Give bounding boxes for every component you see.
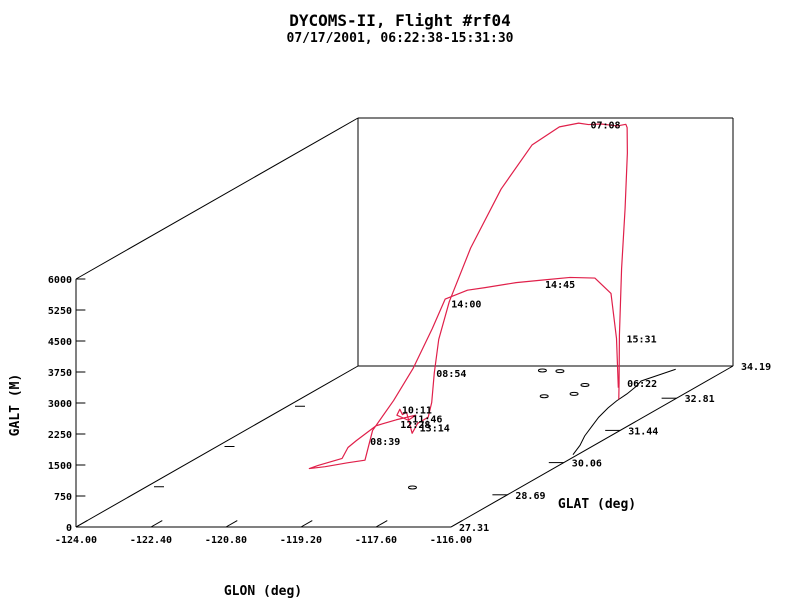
time-annotation: 06:22 <box>627 379 657 390</box>
x-tick-mark <box>375 520 388 528</box>
island-outline <box>539 394 549 399</box>
chart-subtitle: 07/17/2001, 06:22:38-15:31:30 <box>287 31 514 46</box>
y-tick-label: 30.06 <box>572 459 602 470</box>
flight-track-line <box>308 122 628 470</box>
flight-track-layer <box>308 122 628 470</box>
time-annotation: 07:08 <box>590 121 620 132</box>
time-annotation: 12:28 <box>400 420 430 431</box>
z-tick-label: 750 <box>54 492 72 503</box>
time-annotation: 14:45 <box>545 280 575 291</box>
coastline-layer <box>407 368 676 490</box>
y-tick-label: 27.31 <box>459 523 489 534</box>
time-annotation: 11:46 <box>412 414 442 425</box>
island-outline <box>537 368 547 373</box>
y-tick-label: 34.19 <box>741 362 771 373</box>
y-axis-label: GLAT (deg) <box>558 497 636 512</box>
x-tick-mark <box>75 520 88 528</box>
y-tick-label: 28.69 <box>515 491 545 502</box>
axes-box <box>75 117 734 528</box>
x-tick-label: -117.60 <box>355 535 397 546</box>
time-annotation: 08:54 <box>436 369 466 380</box>
island-outline <box>580 382 590 387</box>
box-edge-left-depth <box>75 365 359 528</box>
time-annotation: 15:31 <box>626 334 656 345</box>
tick-layer: -124.00 -122.40 -120.80 -119.20 -117.60 -116.… <box>48 275 771 546</box>
x-tick-label: -119.20 <box>280 535 322 546</box>
z-tick-label: 6000 <box>48 275 72 286</box>
island-outline <box>569 391 579 396</box>
z-tick-label: 3750 <box>48 368 72 379</box>
x-axis-label: GLON (deg) <box>224 584 302 599</box>
x-tick-label: -116.00 <box>430 535 472 546</box>
box-edge-right-bottom <box>450 365 734 528</box>
x-tick-mark <box>300 520 313 528</box>
z-tick-label: 4500 <box>48 337 72 348</box>
time-annotation: 14:00 <box>451 300 481 311</box>
coastline <box>572 368 676 455</box>
y-tick-label: 31.44 <box>628 426 658 437</box>
z-tick-label: 5250 <box>48 306 72 317</box>
z-tick-label: 2250 <box>48 430 72 441</box>
box-edge-top-depth <box>75 117 359 280</box>
z-axis-label: GALT (M) <box>8 374 23 437</box>
z-tick-label: 0 <box>66 523 72 534</box>
chart-title: DYCOMS-II, Flight #rf04 <box>289 11 511 30</box>
x-tick-mark <box>450 520 463 528</box>
island-outline <box>407 485 417 490</box>
x-tick-mark <box>150 520 163 528</box>
time-annotation: 13:14 <box>420 423 450 434</box>
time-annotation: 10:11 <box>402 405 432 416</box>
island-outline <box>555 369 565 374</box>
z-tick-label: 3000 <box>48 399 72 410</box>
time-annotation: 08:39 <box>370 437 400 448</box>
z-tick-label: 1500 <box>48 461 72 472</box>
x-tick-label: -124.00 <box>55 535 97 546</box>
x-tick-label: -120.80 <box>205 535 247 546</box>
y-tick-label: 32.81 <box>685 394 715 405</box>
x-tick-label: -122.40 <box>130 535 172 546</box>
x-tick-mark <box>225 520 238 528</box>
